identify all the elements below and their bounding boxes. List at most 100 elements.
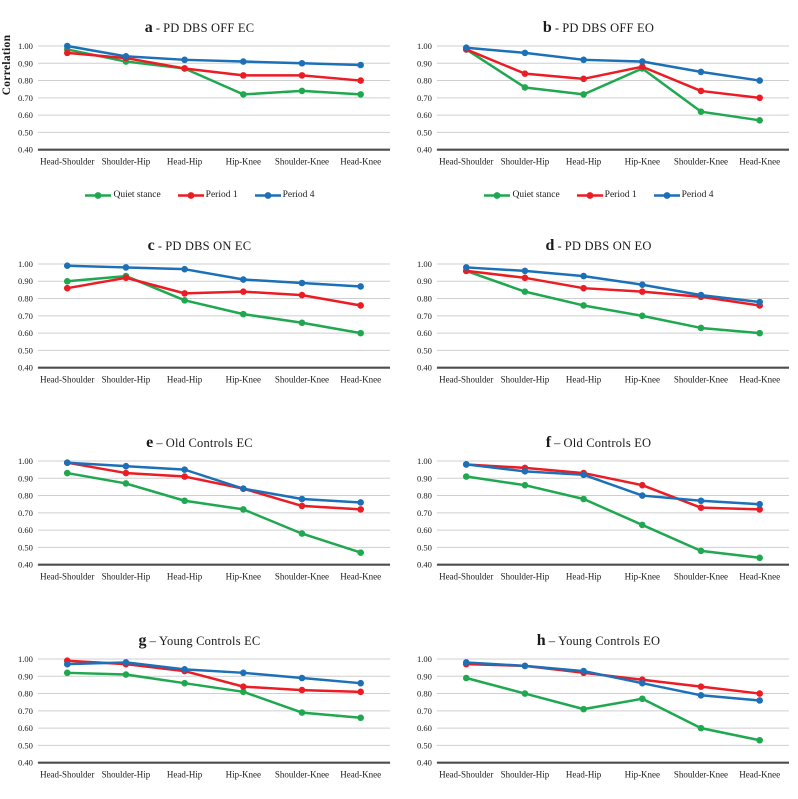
x-category-label: Shoulder-Hip [102,770,151,780]
x-category-label: Shoulder-Hip [501,770,550,780]
series-line [66,45,362,67]
series-line [465,48,761,100]
y-tick-label: 0.70 [18,311,33,321]
series-line [66,472,362,555]
series-line [66,264,362,289]
data-point-marker [357,302,364,310]
y-tick-label: 0.90 [18,277,33,287]
data-point-marker [756,330,763,337]
x-category-label: Head-Knee [739,770,780,780]
chart-plot-d: 1.00 0.90 0.80 0.70 0.60 0.50 0.40 Head-Shoulde… [417,259,790,385]
data-point-marker [580,56,587,64]
panel-title: a - PD DBS OFF EC [4,19,395,37]
data-point-marker [462,461,470,469]
x-category-label: Head-Hip [167,375,203,385]
data-point-marker [697,692,705,699]
y-tick-label: 1.00 [18,41,33,51]
data-point-marker [181,666,188,674]
data-point-marker [521,690,529,698]
data-point-marker [756,94,763,102]
data-point-marker [462,264,470,272]
data-point-marker [122,274,130,282]
data-point-marker [580,471,587,479]
x-category-label: Head-Knee [739,572,780,582]
data-point-marker [181,466,188,474]
data-point-marker [357,77,364,85]
data-point-marker [181,680,188,687]
y-tick-label: 0.60 [417,111,432,121]
data-point-marker [298,687,306,694]
data-point-marker [697,325,705,332]
data-point-marker [122,659,130,667]
y-tick-label: 0.60 [417,526,432,536]
data-point-marker [756,117,763,124]
data-point-marker [240,506,247,514]
legend-label: Quiet stance [512,190,560,200]
data-point-marker [521,468,529,476]
y-tick-label: 0.50 [18,128,33,138]
panel-letter: b [542,19,552,37]
data-point-marker [63,470,71,477]
data-point-marker [63,669,71,677]
data-point-marker [697,683,705,691]
x-category-label: Hip-Knee [226,572,261,582]
x-category-label: Head-Shoulder [439,572,493,582]
data-point-marker [580,285,587,292]
x-category-label: Hip-Knee [226,375,261,385]
data-point-marker [63,285,71,292]
x-category-label: Shoulder-Knee [674,375,728,385]
chart-panel-h: h – Young Controls EO 1.00 0.90 0.80 0.70 0.… [399,601,798,799]
data-point-marker [639,482,646,489]
data-point-marker [580,91,587,99]
series-line [465,266,761,304]
x-category-label: Head-Shoulder [439,157,493,167]
data-point-marker [697,497,705,505]
data-point-marker [756,737,763,744]
y-tick-label: 0.40 [417,758,432,768]
panel-title-text: Young Controls EC [159,634,261,649]
legend-marker-icon [254,191,281,199]
legend-marker-icon [484,191,511,199]
data-point-marker [298,280,306,287]
data-point-marker [639,281,646,289]
legend-label: Period 1 [205,190,238,200]
y-tick-label: 0.90 [18,474,33,484]
series-line [465,46,761,83]
y-tick-label: 0.60 [18,526,33,536]
legend-label: Quiet stance [113,190,161,200]
data-point-marker [580,273,587,280]
data-point-marker [240,91,247,99]
legend-item: Period 4 [653,190,714,200]
chart-svg-host: 1.00 0.90 0.80 0.70 0.60 0.50 0.40 Head-Shoulde… [4,38,395,184]
x-category-label: Head-Hip [566,375,602,385]
y-tick-label: 0.80 [417,76,432,86]
data-point-marker [122,264,130,272]
series-line [66,52,362,83]
panel-title-text: Young Controls EO [558,634,661,649]
data-point-marker [240,72,247,80]
legend-label: Period 4 [282,190,315,200]
y-tick-label: 0.40 [417,145,432,155]
panel-letter: a [144,19,153,37]
y-tick-label: 0.40 [18,363,33,373]
data-point-marker [240,311,247,318]
y-tick-label: 1.00 [18,456,33,466]
data-point-marker [521,49,529,57]
x-category-label: Shoulder-Knee [275,770,329,780]
y-tick-label: 0.50 [417,128,432,138]
data-point-marker [521,662,529,670]
x-category-label: Shoulder-Hip [102,572,151,582]
data-point-marker [756,554,763,562]
y-tick-label: 0.80 [417,294,432,304]
data-point-marker [181,56,188,64]
series-line [66,661,362,685]
x-category-label: Shoulder-Knee [275,572,329,582]
y-tick-label: 0.80 [18,76,33,86]
series-line [465,463,761,512]
y-tick-label: 0.40 [18,145,33,155]
series-line [465,270,761,308]
chart-svg-host: 1.00 0.90 0.80 0.70 0.60 0.50 0.40 Head-Shoulde… [403,651,794,797]
chart-plot-f: 1.00 0.90 0.80 0.70 0.60 0.50 0.40 Head-Shoulde… [417,456,790,582]
y-tick-label: 0.40 [417,363,432,373]
series-line [66,461,362,505]
